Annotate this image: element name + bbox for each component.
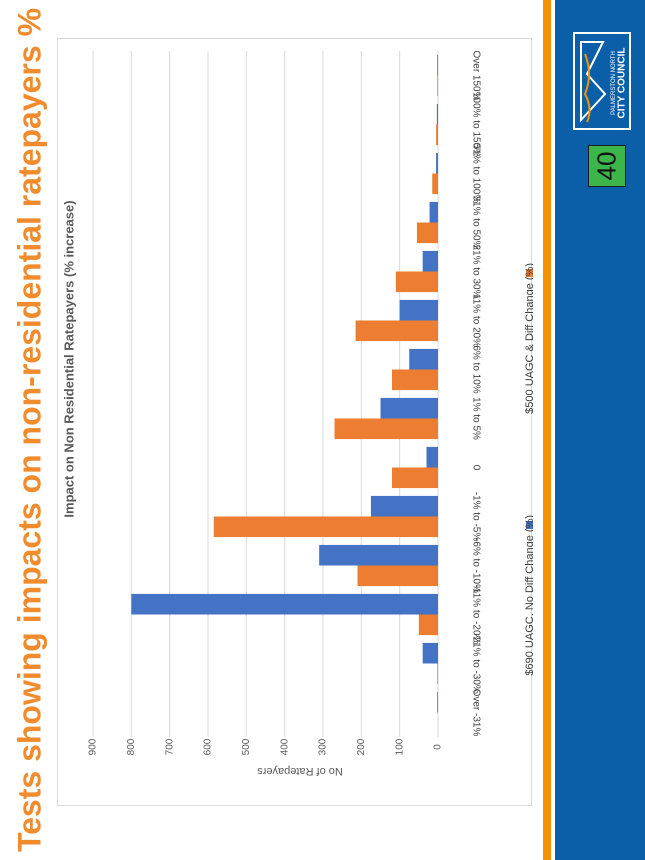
category-label: 11% to 20% bbox=[470, 294, 481, 347]
side-band bbox=[555, 0, 645, 860]
category-label: 21% to 30% bbox=[470, 245, 481, 299]
page-number: 40 bbox=[591, 151, 622, 181]
bar-series1-5 bbox=[399, 299, 438, 321]
bar-series2-0 bbox=[437, 75, 438, 97]
category-label: 31% to 50% bbox=[470, 196, 481, 250]
y-tick-label: 900 bbox=[88, 738, 99, 755]
slide-title: Tests showing impacts on non-residential… bbox=[0, 0, 60, 860]
logo-line-2: CITY COUNCIL bbox=[616, 47, 628, 119]
bar-series1-6 bbox=[409, 348, 438, 370]
category-label: -1% to -5% bbox=[470, 492, 481, 542]
chart-title: Impact on Non Residential Ratepayers (% … bbox=[61, 200, 76, 517]
category-label: Over 150% bbox=[470, 50, 481, 100]
bar-series2-1 bbox=[436, 124, 438, 146]
slide-title-text: Tests showing impacts on non-residential… bbox=[11, 7, 48, 853]
category-label: 1% to 5% bbox=[470, 397, 481, 440]
category-label: Over -31% bbox=[470, 689, 481, 737]
y-tick-label: 600 bbox=[203, 738, 214, 755]
category-label: 0 bbox=[470, 465, 481, 471]
bar-series1-11 bbox=[131, 593, 438, 615]
y-tick-label: 500 bbox=[241, 738, 252, 755]
legend-label: $690 UAGC, No Diff Change (%) bbox=[524, 515, 533, 676]
category-label: 51% to 100% bbox=[470, 144, 481, 204]
y-tick-label: 700 bbox=[164, 738, 175, 755]
bar-series2-6 bbox=[392, 369, 438, 391]
bar-series1-0 bbox=[437, 54, 438, 76]
y-tick-label: 0 bbox=[433, 744, 444, 750]
bar-series1-4 bbox=[422, 250, 438, 272]
bar-series1-9 bbox=[370, 495, 438, 517]
council-logo: PALMERSTON NORTH CITY COUNCIL bbox=[573, 32, 631, 130]
category-label: -21% to -30% bbox=[470, 633, 481, 694]
bar-series2-12 bbox=[437, 663, 438, 685]
category-label: -11% to -20% bbox=[470, 585, 481, 645]
accent-stripe bbox=[543, 0, 551, 860]
legend-swatch bbox=[526, 521, 533, 529]
bar-series2-10 bbox=[357, 565, 438, 587]
bar-series1-7 bbox=[380, 397, 438, 419]
legend-label: $500 UAGC & Diff Change (%) bbox=[524, 263, 533, 414]
bar-series2-9 bbox=[213, 516, 438, 538]
bar-series2-7 bbox=[334, 418, 438, 440]
bar-series2-11 bbox=[418, 614, 438, 636]
bar-series1-2 bbox=[436, 152, 438, 174]
bar-series2-4 bbox=[395, 271, 438, 293]
bar-chart: 0 100 200 300 400 500 600 700 800 900 No of Ratepa… bbox=[61, 50, 533, 777]
category-label: 6% to 10% bbox=[470, 345, 481, 393]
category-label: -6% to -10% bbox=[470, 538, 481, 593]
bar-series1-12 bbox=[422, 642, 438, 664]
y-tick-label: 800 bbox=[126, 738, 137, 755]
bar-series1-8 bbox=[426, 446, 438, 468]
y-tick-label: 200 bbox=[356, 738, 367, 755]
bar-series2-8 bbox=[392, 467, 438, 489]
y-tick-label: 300 bbox=[318, 738, 329, 755]
y-tick-label: 400 bbox=[279, 738, 290, 755]
bar-series1-10 bbox=[319, 544, 438, 566]
bar-series2-5 bbox=[355, 320, 438, 342]
bar-series2-2 bbox=[432, 173, 438, 195]
bar-series1-1 bbox=[436, 103, 438, 125]
page-number-badge: 40 bbox=[588, 145, 626, 187]
legend-swatch bbox=[526, 269, 533, 277]
bar-series1-3 bbox=[429, 201, 438, 223]
y-tick-label: 100 bbox=[394, 738, 405, 755]
bar-series2-3 bbox=[416, 222, 438, 244]
category-label: 100% to 150% bbox=[470, 92, 481, 157]
logo-graphic bbox=[580, 41, 607, 123]
chart-card: 0 100 200 300 400 500 600 700 800 900 No of Ratepa… bbox=[57, 38, 533, 806]
y-axis-title: No of Ratepayers bbox=[257, 765, 343, 777]
bar-series1-13 bbox=[437, 691, 438, 713]
